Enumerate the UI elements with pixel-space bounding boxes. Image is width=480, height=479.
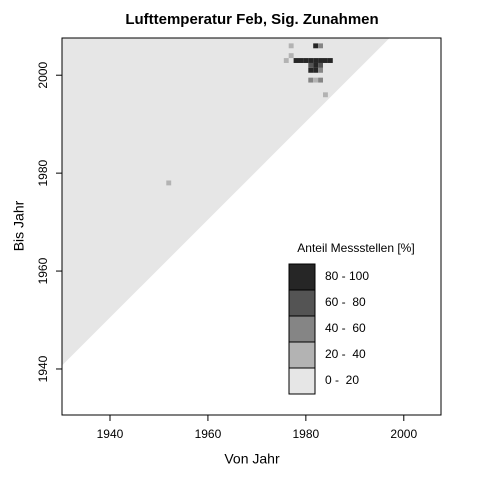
cell bbox=[308, 67, 314, 73]
cell bbox=[318, 58, 323, 63]
legend-label: 80 - 100 bbox=[325, 269, 369, 283]
cell bbox=[313, 67, 319, 73]
plot-frame bbox=[61, 37, 442, 416]
cell bbox=[288, 43, 294, 49]
y-tick-label: 2000 bbox=[36, 62, 50, 89]
legend-swatch bbox=[288, 263, 316, 291]
cell bbox=[318, 62, 323, 68]
legend-swatch bbox=[288, 289, 316, 317]
cell bbox=[166, 180, 172, 186]
cell bbox=[293, 58, 299, 63]
x-tick-label: 2000 bbox=[390, 427, 417, 441]
y-tick-label: 1940 bbox=[36, 355, 50, 382]
y-axis-label: Bis Jahr bbox=[11, 200, 27, 251]
cell bbox=[308, 58, 314, 63]
cell bbox=[322, 58, 328, 63]
plot-area bbox=[62, 38, 390, 366]
x-tick-label: 1980 bbox=[293, 427, 320, 441]
cell bbox=[313, 77, 319, 83]
region bbox=[62, 38, 390, 366]
legend-swatch bbox=[288, 341, 316, 369]
legend-label: 60 - 80 bbox=[325, 295, 366, 309]
cell bbox=[303, 58, 309, 63]
cell bbox=[313, 43, 319, 49]
cell bbox=[327, 58, 333, 63]
x-tick-label: 1960 bbox=[195, 427, 222, 441]
legend-label: 20 - 40 bbox=[325, 347, 366, 361]
cell bbox=[288, 53, 294, 59]
x-tick-label: 1940 bbox=[97, 427, 124, 441]
legend-label: 0 - 20 bbox=[325, 373, 359, 387]
chart-title: Lufttemperatur Feb, Sig. Zunahmen bbox=[125, 11, 378, 28]
legend-swatch bbox=[288, 315, 316, 343]
x-axis-label: Von Jahr bbox=[224, 451, 280, 467]
cell bbox=[298, 58, 304, 63]
cell bbox=[318, 43, 323, 49]
cell bbox=[308, 77, 314, 83]
cell bbox=[318, 67, 323, 73]
cell bbox=[313, 62, 319, 68]
cell bbox=[308, 62, 314, 68]
legend-title: Anteil Messstellen [%] bbox=[297, 241, 414, 255]
cell bbox=[322, 92, 328, 98]
legend-label: 40 - 60 bbox=[325, 321, 366, 335]
y-tick-label: 1980 bbox=[36, 159, 50, 186]
legend-swatch bbox=[288, 367, 316, 395]
cell bbox=[313, 58, 319, 63]
y-tick-label: 1960 bbox=[36, 257, 50, 284]
cell bbox=[318, 77, 323, 83]
cell bbox=[283, 58, 289, 63]
